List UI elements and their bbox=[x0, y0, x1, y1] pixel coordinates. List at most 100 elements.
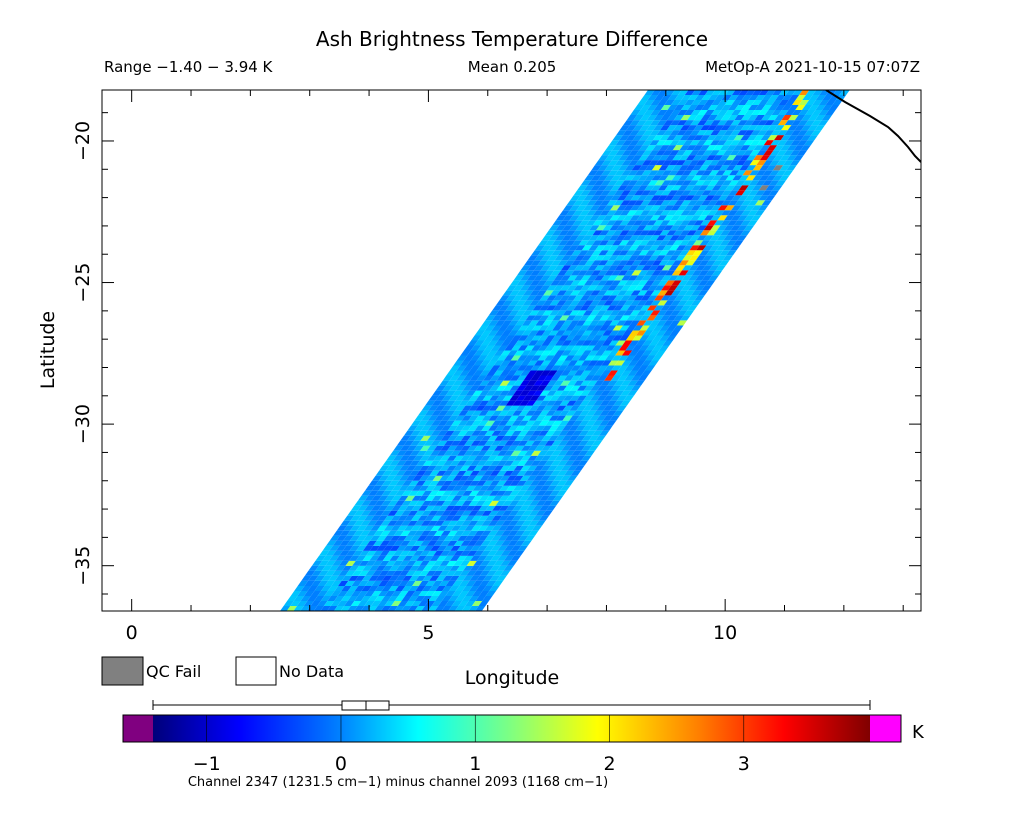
swath-cell bbox=[795, 95, 806, 100]
swath-cell bbox=[344, 591, 355, 596]
swath-cell bbox=[458, 515, 469, 521]
swath-cell bbox=[521, 520, 533, 526]
swath-cell bbox=[455, 385, 467, 391]
swath-cell bbox=[510, 280, 521, 286]
swath-cell bbox=[605, 335, 616, 341]
swath-cell bbox=[527, 350, 538, 356]
swath-cell bbox=[575, 235, 586, 241]
swath-cell bbox=[768, 95, 779, 100]
swath-cell bbox=[605, 345, 616, 351]
swath-cell bbox=[602, 415, 614, 421]
swath-cell bbox=[510, 450, 522, 456]
swath-cell bbox=[520, 360, 531, 366]
swath-cell bbox=[472, 591, 483, 596]
swath-cell bbox=[626, 315, 637, 321]
swath-cell bbox=[443, 535, 455, 541]
swath-cell bbox=[523, 375, 534, 381]
swath-cell bbox=[740, 220, 752, 226]
swath-cell bbox=[494, 330, 506, 336]
swath-cell bbox=[366, 530, 377, 536]
swath-cell bbox=[418, 591, 429, 596]
swath-cell bbox=[632, 250, 643, 256]
swath-cell bbox=[683, 215, 695, 221]
swath-cell bbox=[599, 220, 610, 226]
swath-cell bbox=[489, 490, 500, 496]
swath-cell bbox=[731, 195, 742, 201]
swath-cell bbox=[744, 130, 755, 136]
swath-cell bbox=[368, 565, 380, 571]
swath-cell bbox=[623, 300, 634, 306]
swath-cell bbox=[384, 601, 395, 606]
swath-cell bbox=[645, 250, 656, 256]
swath-cell bbox=[752, 175, 763, 181]
swath-cell bbox=[407, 510, 419, 516]
swath-cell bbox=[700, 230, 711, 236]
swath-cell bbox=[650, 205, 661, 211]
swath-cell bbox=[664, 195, 675, 201]
swath-cell bbox=[486, 560, 497, 566]
swath-cell bbox=[569, 320, 580, 326]
swath-cell bbox=[548, 435, 559, 441]
swath-cell bbox=[612, 230, 623, 236]
swath-cell bbox=[550, 480, 561, 486]
swath-cell bbox=[526, 390, 537, 396]
swath-cell bbox=[492, 400, 503, 406]
swath-cell bbox=[596, 320, 607, 326]
swath-cell bbox=[508, 320, 519, 326]
swath-cell bbox=[479, 570, 490, 576]
swath-cell bbox=[482, 405, 493, 411]
swath-cell bbox=[660, 305, 671, 311]
swath-cell bbox=[449, 480, 460, 486]
swath-cell bbox=[339, 530, 351, 536]
swath-cell bbox=[376, 555, 387, 561]
swath-cell bbox=[598, 335, 610, 341]
swath-cell bbox=[555, 425, 566, 431]
swath-cell bbox=[411, 505, 422, 511]
swath-cell bbox=[481, 530, 492, 536]
swath-cell bbox=[612, 135, 623, 141]
swath-cell bbox=[425, 570, 437, 576]
swath-cell bbox=[694, 295, 705, 301]
swath-cell bbox=[567, 380, 578, 386]
swath-cell bbox=[558, 345, 569, 351]
swath-cell bbox=[616, 205, 628, 211]
swath-cell bbox=[407, 530, 418, 536]
swath-cell bbox=[578, 430, 589, 436]
swath-cell bbox=[657, 290, 668, 296]
swath-cell bbox=[414, 520, 425, 526]
swath-cell bbox=[622, 235, 633, 241]
swath-cell bbox=[454, 606, 466, 611]
colorbar-label: Channel 2347 (1231.5 cm−1) minus channel… bbox=[188, 775, 608, 790]
swath-cell bbox=[425, 495, 436, 501]
swath-cell bbox=[354, 606, 365, 611]
swath-cell bbox=[786, 155, 798, 161]
swath-cell bbox=[621, 160, 633, 166]
swath-cell bbox=[528, 510, 540, 516]
swath-cell bbox=[612, 325, 623, 331]
swath-cell bbox=[477, 355, 488, 361]
swath-cell bbox=[408, 596, 419, 601]
swath-cell bbox=[646, 220, 657, 226]
swath-cell bbox=[527, 255, 538, 261]
swath-cell bbox=[494, 540, 505, 546]
swath-cell bbox=[593, 390, 604, 396]
swath-cell bbox=[349, 555, 360, 561]
swath-cell bbox=[522, 510, 533, 516]
swath-cell bbox=[647, 295, 658, 301]
swath-cell bbox=[551, 345, 562, 351]
swath-cell bbox=[684, 90, 696, 95]
swath-cell bbox=[717, 225, 728, 231]
swath-cell bbox=[458, 601, 469, 606]
swath-cell bbox=[317, 580, 329, 586]
swath-cell bbox=[623, 395, 634, 401]
swath-cell bbox=[790, 150, 801, 156]
swath-cell bbox=[544, 460, 555, 466]
swath-cell bbox=[410, 440, 421, 446]
swath-cell bbox=[540, 380, 551, 386]
swath-cell bbox=[416, 555, 427, 561]
swath-cell bbox=[494, 350, 505, 356]
swath-cell bbox=[589, 425, 600, 431]
swath-cell bbox=[343, 515, 354, 521]
swath-cell bbox=[565, 240, 576, 246]
swath-cell bbox=[707, 105, 719, 110]
